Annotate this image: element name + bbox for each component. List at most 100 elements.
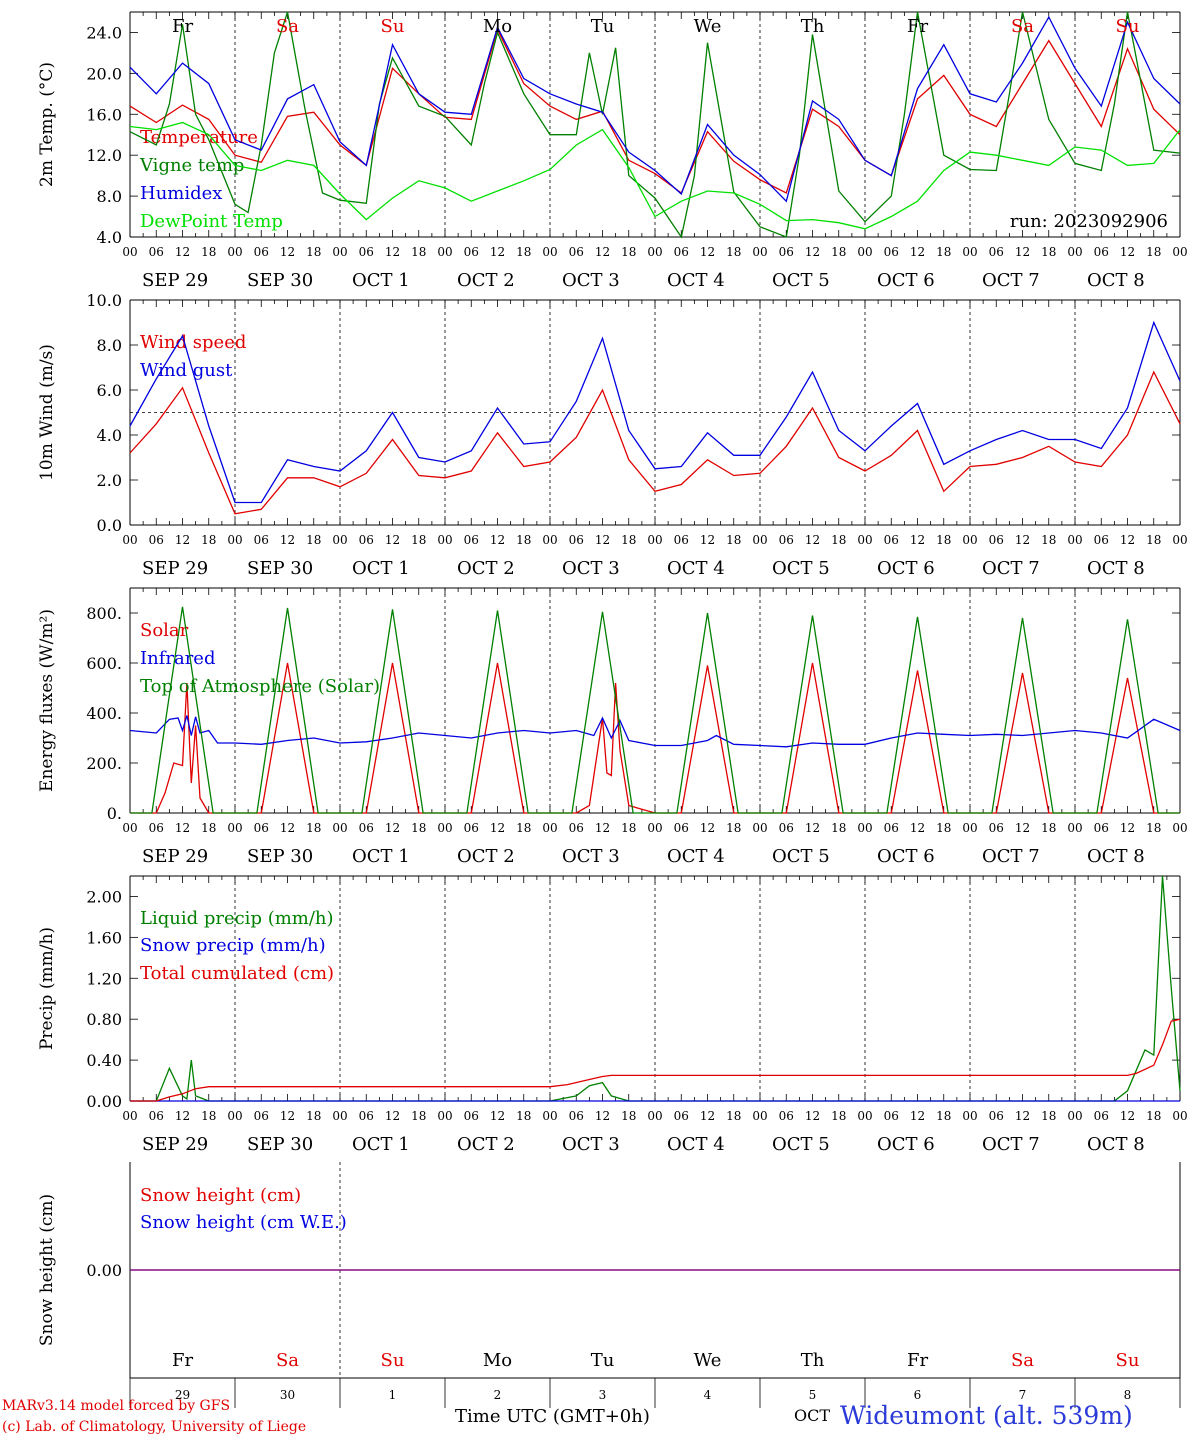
day-number-label: 2 bbox=[494, 1388, 502, 1402]
run-label: run: 2023092906 bbox=[1010, 211, 1168, 232]
panel-1-date-label: OCT 1 bbox=[352, 270, 410, 291]
panel-1-date-label: OCT 5 bbox=[772, 270, 830, 291]
panel-3-date-label: OCT 6 bbox=[877, 846, 935, 867]
panel-1-hour-label: 12 bbox=[175, 245, 190, 259]
x-axis-label: Time UTC (GMT+0h) bbox=[455, 1406, 650, 1427]
day-abbr-label: We bbox=[694, 1350, 722, 1371]
panel-2-series-blue bbox=[129, 320, 1181, 504]
panel-1-hour-label: 18 bbox=[726, 245, 741, 259]
day-abbr-label: Tu bbox=[591, 1350, 615, 1371]
day-abbr-label: Tu bbox=[591, 16, 615, 37]
panel-3-date-label: SEP 29 bbox=[142, 846, 208, 867]
panel-1-hour-label: 12 bbox=[805, 245, 820, 259]
panel-1-hour-label: 06 bbox=[989, 245, 1004, 259]
panel-2-hour-label: 12 bbox=[385, 533, 400, 547]
panel-4-hour-label: 06 bbox=[779, 1109, 794, 1123]
panel-2-hour-label: 18 bbox=[621, 533, 636, 547]
panel-3-hour-label: 12 bbox=[595, 821, 610, 835]
panel-1-hour-label: 00 bbox=[437, 245, 452, 259]
panel-2-hour-label: 00 bbox=[962, 533, 977, 547]
panel-1-hour-label: 18 bbox=[936, 245, 951, 259]
panel-1-hour-label: 06 bbox=[149, 245, 164, 259]
panel-1-hour-label: 06 bbox=[359, 245, 374, 259]
panel-1-hour-label: 00 bbox=[332, 245, 347, 259]
panel-1-legend-green: Vigne temp bbox=[139, 155, 244, 176]
panel-1-hour-label: 12 bbox=[280, 245, 295, 259]
panel-3-hour-label: 18 bbox=[201, 821, 216, 835]
panel-3-hour-label: 00 bbox=[1067, 821, 1082, 835]
panel-3-hour-label: 00 bbox=[647, 821, 662, 835]
panel-3-hour-label: 06 bbox=[674, 821, 689, 835]
day-abbr-label: Th bbox=[801, 1350, 825, 1371]
panel-4-y-tick-label: 1.20 bbox=[86, 969, 122, 988]
panel-3-hour-label: 12 bbox=[700, 821, 715, 835]
panel-4-hour-label: 18 bbox=[936, 1109, 951, 1123]
panel-1-hour-label: 00 bbox=[122, 245, 137, 259]
panel-1-date-label: SEP 30 bbox=[247, 270, 313, 291]
day-abbr-label: Su bbox=[1116, 16, 1140, 37]
panel-2-y-tick-label: 6.0 bbox=[97, 381, 122, 400]
panel-2-hour-label: 12 bbox=[700, 533, 715, 547]
panel-1-hour-label: 18 bbox=[306, 245, 321, 259]
panel-2-y-axis-title: 10m Wind (m/s) bbox=[37, 344, 57, 481]
day-number-label: 1 bbox=[389, 1388, 397, 1402]
panel-3-hour-label: 00 bbox=[122, 821, 137, 835]
panel-4-hour-label: 18 bbox=[411, 1109, 426, 1123]
panel-2-y-tick-label: 8.0 bbox=[97, 336, 122, 355]
panel-3-hour-label: 12 bbox=[175, 821, 190, 835]
panel-4-y-axis-title: Precip (mm/h) bbox=[37, 927, 57, 1050]
panel-1-legend-red: Temperature bbox=[140, 127, 258, 148]
panel-3-hour-label: 00 bbox=[332, 821, 347, 835]
panel-2-date-label: OCT 5 bbox=[772, 558, 830, 579]
panel-1-hour-label: 06 bbox=[884, 245, 899, 259]
panel-2-date-label: OCT 7 bbox=[982, 558, 1040, 579]
panel-4-hour-label: 00 bbox=[962, 1109, 977, 1123]
panel-4-date-label: OCT 5 bbox=[772, 1134, 830, 1155]
panel-4-hour-label: 18 bbox=[726, 1109, 741, 1123]
panel-2-y-tick-label: 2.0 bbox=[97, 471, 122, 490]
panel-1-hour-label: 18 bbox=[621, 245, 636, 259]
day-abbr-label: Fr bbox=[907, 1350, 928, 1371]
panel-2-legend-blue: Wind gust bbox=[140, 360, 233, 381]
day-abbr-label: Th bbox=[801, 16, 825, 37]
day-number-label: 5 bbox=[809, 1388, 817, 1402]
panel-1-hour-label: 18 bbox=[1146, 245, 1161, 259]
panel-1-y-tick-label: 4.0 bbox=[97, 228, 122, 247]
panel-2-hour-label: 06 bbox=[569, 533, 584, 547]
panel-3-y-tick-label: 800. bbox=[86, 604, 122, 623]
panel-3-hour-label: 00 bbox=[962, 821, 977, 835]
panel-2-hour-label: 00 bbox=[647, 533, 662, 547]
panel-2-date-label: OCT 8 bbox=[1087, 558, 1145, 579]
panel-5-y-tick-label: 0.00 bbox=[86, 1261, 122, 1280]
day-abbr-label: We bbox=[694, 16, 722, 37]
panel-2-date-label: OCT 4 bbox=[667, 558, 725, 579]
panel-1-y-tick-label: 20.0 bbox=[86, 64, 122, 83]
panel-2-hour-label: 18 bbox=[201, 533, 216, 547]
panel-1-hour-label: 18 bbox=[411, 245, 426, 259]
panel-4-hour-label: 06 bbox=[674, 1109, 689, 1123]
panel-3-series-green bbox=[130, 606, 1180, 814]
panel-1-date-label: OCT 4 bbox=[667, 270, 725, 291]
panel-2-hour-label: 06 bbox=[779, 533, 794, 547]
copyright-credit: (c) Lab. of Climatology, University of L… bbox=[2, 1419, 307, 1435]
panel-2-hour-label: 06 bbox=[149, 533, 164, 547]
panel-1-y-tick-label: 24.0 bbox=[86, 23, 122, 42]
panel-2-hour-label: 00 bbox=[752, 533, 767, 547]
panel-3-hour-label: 18 bbox=[516, 821, 531, 835]
panel-2-hour-label: 18 bbox=[831, 533, 846, 547]
panel-1-series-green bbox=[129, 11, 1181, 239]
panel-2-hour-label: 06 bbox=[1094, 533, 1109, 547]
panel-1-hour-label: 00 bbox=[542, 245, 557, 259]
panel-4-y-tick-label: 0.40 bbox=[86, 1051, 122, 1070]
day-number-label: 8 bbox=[1124, 1388, 1132, 1402]
panel-4-legend-blue: Snow precip (mm/h) bbox=[140, 935, 326, 956]
panel-1-hour-label: 18 bbox=[1041, 245, 1056, 259]
panel-2-hour-label: 12 bbox=[595, 533, 610, 547]
panel-1-hour-label: 00 bbox=[227, 245, 242, 259]
panel-4-y-tick-label: 2.00 bbox=[86, 887, 122, 906]
panel-1-hour-label: 06 bbox=[254, 245, 269, 259]
panel-3-hour-label: 06 bbox=[464, 821, 479, 835]
panel-3-legend-red: Solar bbox=[140, 620, 189, 641]
panel-4-hour-label: 00 bbox=[332, 1109, 347, 1123]
panel-3-hour-label: 00 bbox=[227, 821, 242, 835]
